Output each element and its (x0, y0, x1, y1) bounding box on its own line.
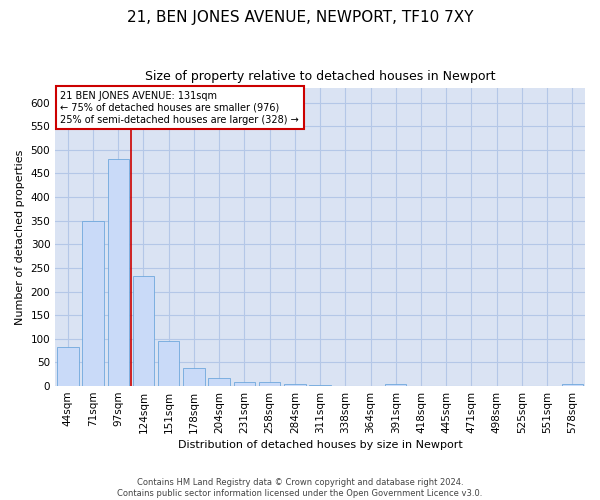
Y-axis label: Number of detached properties: Number of detached properties (15, 150, 25, 325)
Bar (233, 382, 255, 386)
X-axis label: Distribution of detached houses by size in Newport: Distribution of detached houses by size … (178, 440, 463, 450)
Text: 21 BEN JONES AVENUE: 131sqm
← 75% of detached houses are smaller (976)
25% of se: 21 BEN JONES AVENUE: 131sqm ← 75% of det… (61, 92, 299, 124)
Bar (57, 348, 79, 386)
Bar (133, 276, 154, 386)
Bar (259, 382, 280, 386)
Bar (82, 220, 104, 386)
Bar (158, 340, 179, 386)
Text: 21, BEN JONES AVENUE, NEWPORT, TF10 7XY: 21, BEN JONES AVENUE, NEWPORT, TF10 7XY (127, 10, 473, 25)
Bar (284, 384, 305, 386)
Bar (385, 384, 406, 386)
Bar (208, 378, 230, 386)
Bar (183, 368, 205, 386)
Text: Contains HM Land Registry data © Crown copyright and database right 2024.
Contai: Contains HM Land Registry data © Crown c… (118, 478, 482, 498)
Title: Size of property relative to detached houses in Newport: Size of property relative to detached ho… (145, 70, 496, 83)
Bar (310, 385, 331, 386)
Bar (107, 159, 129, 386)
Bar (562, 384, 583, 386)
